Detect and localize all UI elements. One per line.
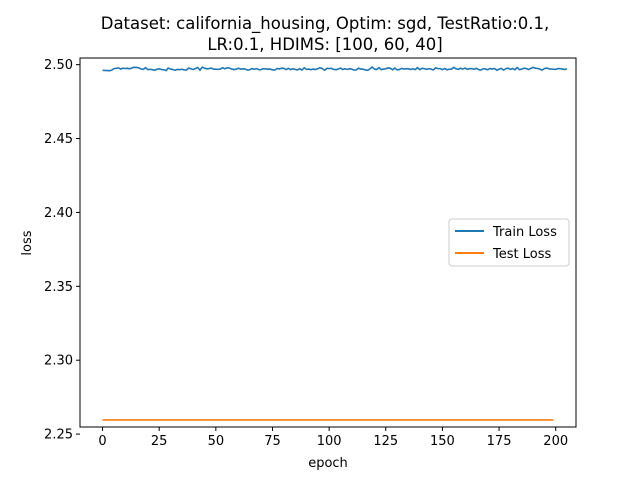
x-tick-label: 0: [98, 434, 106, 449]
x-tick-label: 100: [317, 434, 342, 449]
x-tick-label: 50: [208, 434, 225, 449]
x-tick-label: 200: [543, 434, 568, 449]
chart-title-line-1: Dataset: california_housing, Optim: sgd,…: [101, 14, 550, 34]
x-tick-label: 75: [264, 434, 281, 449]
x-tick-label: 125: [373, 434, 398, 449]
x-axis-label: epoch: [308, 456, 348, 471]
y-tick-label: 2.30: [44, 354, 73, 369]
y-tick-label: 2.35: [44, 280, 73, 295]
x-tick-label: 175: [487, 434, 512, 449]
x-axis-ticks: 0 25 50 75 100 125 150 175 200: [98, 427, 568, 449]
x-tick-label: 25: [151, 434, 168, 449]
y-axis-label: loss: [20, 230, 35, 255]
y-tick-label: 2.25: [44, 428, 73, 443]
y-tick-label: 2.50: [44, 58, 73, 73]
y-axis-ticks: 2.25 2.30 2.35 2.40 2.45 2.50: [44, 58, 80, 443]
axes-frame: [79, 57, 577, 428]
legend-label-test-loss: Test Loss: [492, 247, 551, 262]
legend-label-train-loss: Train Loss: [492, 225, 557, 240]
chart-title-line-2: LR:0.1, HDIMS: [100, 60, 40]: [207, 35, 442, 54]
y-tick-label: 2.45: [44, 132, 73, 147]
series-line-train-loss: [102, 66, 568, 72]
series-layer: [102, 66, 568, 421]
y-tick-label: 2.40: [44, 206, 73, 221]
legend: Train Loss Test Loss: [448, 218, 570, 267]
x-tick-label: 150: [430, 434, 455, 449]
